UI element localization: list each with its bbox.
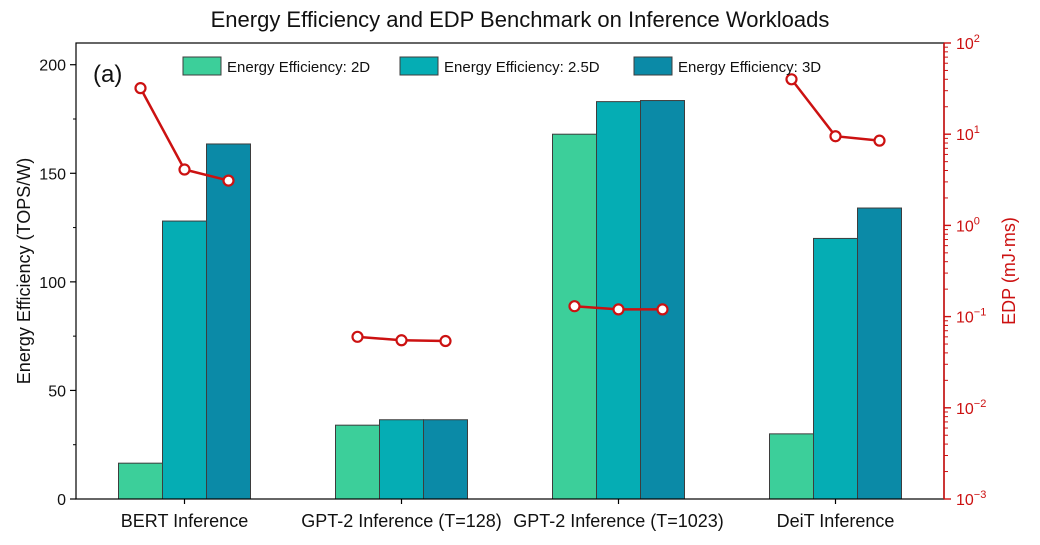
y-tick-label: 100 bbox=[39, 275, 66, 292]
bar bbox=[335, 424, 380, 500]
legend-swatch bbox=[633, 56, 673, 76]
y-tick-label: 200 bbox=[39, 58, 66, 75]
bar bbox=[640, 100, 685, 500]
y2-tick-label: 10−3 bbox=[956, 489, 986, 509]
y2-tick-label: 102 bbox=[956, 33, 980, 53]
edp-point bbox=[612, 303, 625, 316]
bar bbox=[552, 133, 597, 500]
edp-point bbox=[829, 130, 842, 143]
edp-point bbox=[656, 303, 669, 316]
y-axis-label: Energy Efficiency (TOPS/W) bbox=[14, 158, 34, 384]
legend-label: Energy Efficiency: 3D bbox=[678, 59, 821, 76]
x-axis-labels: BERT Inference GPT-2 Inference (T=128) GPT… bbox=[121, 499, 895, 531]
chart-title: Energy Efficiency and EDP Benchmark on I… bbox=[211, 7, 830, 32]
legend: Energy Efficiency: 2D Energy Efficiency: … bbox=[182, 56, 821, 76]
bar bbox=[857, 207, 902, 500]
bar bbox=[423, 419, 468, 500]
y2-tick-label: 100 bbox=[956, 215, 980, 235]
edp-point bbox=[785, 73, 798, 86]
panel-label: (a) bbox=[93, 61, 122, 88]
bar bbox=[813, 237, 858, 500]
x-tick-label: GPT-2 Inference (T=128) bbox=[301, 511, 502, 531]
edp-point bbox=[439, 334, 452, 348]
edp-point bbox=[222, 174, 235, 187]
y2-tick-label: 10−1 bbox=[956, 307, 986, 327]
y-tick-label: 50 bbox=[48, 383, 66, 400]
bar bbox=[118, 462, 163, 500]
x-tick-label: GPT-2 Inference (T=1023) bbox=[513, 511, 724, 531]
bars-layer bbox=[118, 100, 902, 500]
y2-tick-label: 101 bbox=[956, 124, 980, 144]
left-y-axis: 0 50 100 150 200 bbox=[39, 58, 76, 509]
legend-swatch bbox=[182, 56, 222, 76]
y-tick-label: 0 bbox=[57, 492, 66, 509]
edp-point bbox=[134, 82, 147, 95]
x-tick-label: BERT Inference bbox=[121, 511, 248, 531]
edp-point bbox=[351, 330, 364, 343]
edp-point bbox=[178, 163, 191, 176]
bar bbox=[769, 433, 814, 500]
legend-label: Energy Efficiency: 2.5D bbox=[444, 59, 600, 76]
y2-tick-label: 10−2 bbox=[956, 398, 986, 418]
y2-axis-label: EDP (mJ·ms) bbox=[999, 217, 1019, 325]
edp-series-layer bbox=[134, 73, 886, 348]
bar bbox=[379, 419, 424, 500]
y-tick-label: 150 bbox=[39, 166, 66, 183]
edp-point bbox=[395, 334, 408, 347]
bar bbox=[206, 143, 251, 500]
legend-swatch bbox=[399, 56, 439, 76]
x-tick-label: DeiT Inference bbox=[777, 511, 895, 531]
edp-point bbox=[568, 300, 581, 313]
bar bbox=[596, 101, 641, 500]
edp-point bbox=[873, 134, 886, 147]
right-y-axis: 102 101 100 10−1 10−2 10−3 bbox=[943, 33, 986, 509]
legend-label: Energy Efficiency: 2D bbox=[227, 59, 370, 76]
bar bbox=[162, 220, 207, 500]
